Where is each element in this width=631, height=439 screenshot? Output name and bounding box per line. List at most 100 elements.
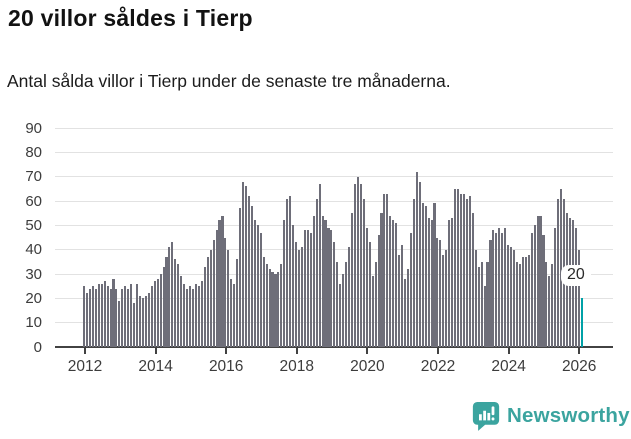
bar bbox=[247, 196, 250, 347]
bar bbox=[85, 293, 89, 347]
bar bbox=[557, 198, 560, 347]
bar bbox=[342, 274, 345, 347]
x-axis-tick bbox=[366, 348, 369, 354]
bar bbox=[297, 249, 301, 347]
bar bbox=[548, 276, 551, 347]
bar bbox=[330, 230, 333, 347]
x-axis-tick-label: 2020 bbox=[350, 358, 385, 375]
bar bbox=[448, 220, 451, 347]
gridline bbox=[55, 176, 613, 178]
x-axis-tick-label: 2024 bbox=[491, 358, 526, 375]
bar bbox=[209, 249, 212, 347]
y-axis-tick-label: 60 bbox=[25, 192, 42, 210]
bar-highlighted bbox=[580, 298, 583, 347]
bar bbox=[365, 227, 368, 347]
bar bbox=[409, 232, 412, 347]
bar bbox=[536, 215, 539, 347]
bar bbox=[180, 276, 183, 347]
bar bbox=[451, 218, 454, 347]
bar bbox=[127, 288, 130, 347]
bar bbox=[283, 220, 286, 347]
bar bbox=[489, 239, 492, 347]
bar bbox=[527, 254, 530, 347]
bar bbox=[244, 186, 248, 347]
gridline bbox=[55, 224, 613, 226]
bar bbox=[262, 256, 265, 347]
bar bbox=[353, 183, 357, 347]
bar bbox=[350, 213, 354, 347]
bar bbox=[88, 288, 91, 347]
bar bbox=[256, 225, 259, 347]
bar bbox=[412, 198, 415, 347]
bar bbox=[439, 239, 442, 347]
page-title: 20 villor såldes i Tierp bbox=[8, 5, 253, 31]
bar bbox=[203, 266, 206, 347]
x-axis-tick-label: 2016 bbox=[208, 358, 244, 375]
bar bbox=[339, 283, 342, 347]
bar bbox=[327, 227, 330, 347]
bar bbox=[191, 288, 195, 347]
bar bbox=[368, 242, 371, 347]
x-axis-tick-label: 2026 bbox=[561, 358, 597, 375]
bar bbox=[545, 261, 548, 347]
bar bbox=[574, 227, 577, 347]
x-axis-tick bbox=[225, 348, 228, 354]
bar bbox=[380, 213, 383, 347]
x-axis-tick-label: 2014 bbox=[138, 358, 173, 375]
bar bbox=[454, 188, 457, 347]
brand-name: Newsworthy bbox=[507, 404, 630, 427]
bar bbox=[507, 244, 510, 347]
bar bbox=[189, 286, 192, 347]
y-axis-tick-label: 40 bbox=[25, 241, 42, 259]
y-axis-tick-label: 70 bbox=[25, 168, 42, 186]
bar bbox=[554, 227, 557, 347]
bar bbox=[421, 203, 424, 347]
bar bbox=[504, 227, 507, 347]
bar bbox=[144, 295, 147, 347]
bar bbox=[321, 215, 324, 347]
bar bbox=[495, 232, 498, 347]
bar bbox=[194, 283, 197, 347]
bar bbox=[515, 261, 518, 347]
bar bbox=[383, 193, 386, 347]
y-axis-tick-label: 90 bbox=[25, 119, 42, 137]
bar bbox=[253, 220, 256, 347]
bar bbox=[153, 281, 156, 347]
bar bbox=[318, 183, 321, 347]
x-axis-tick bbox=[84, 348, 86, 354]
x-axis-tick bbox=[154, 348, 157, 354]
bar bbox=[442, 254, 445, 347]
x-axis-tick-label: 2018 bbox=[279, 358, 315, 375]
bar bbox=[530, 232, 533, 347]
bar bbox=[133, 303, 136, 347]
bar bbox=[221, 215, 224, 347]
x-axis-tick bbox=[507, 348, 510, 354]
bar bbox=[533, 225, 536, 347]
bar bbox=[306, 230, 309, 347]
bar bbox=[386, 193, 389, 347]
bar bbox=[271, 271, 274, 347]
bar bbox=[433, 203, 436, 347]
x-axis-line bbox=[55, 346, 613, 348]
x-axis-tick bbox=[295, 348, 298, 354]
bar bbox=[359, 183, 362, 347]
bar bbox=[109, 288, 112, 347]
bar bbox=[300, 247, 304, 347]
gridline bbox=[55, 200, 613, 202]
bar bbox=[471, 213, 474, 347]
bar bbox=[501, 232, 504, 347]
bar bbox=[292, 225, 295, 347]
bar bbox=[171, 242, 174, 347]
newsworthy-icon bbox=[472, 401, 500, 431]
bar bbox=[159, 274, 162, 347]
bar bbox=[551, 264, 554, 347]
bar bbox=[197, 286, 200, 347]
bar bbox=[200, 281, 203, 347]
bar bbox=[165, 256, 168, 347]
bar bbox=[268, 269, 271, 347]
gridline bbox=[55, 127, 613, 129]
bar bbox=[374, 261, 377, 347]
bar bbox=[115, 288, 118, 347]
bar bbox=[401, 244, 404, 347]
y-axis-tick-label: 10 bbox=[25, 314, 42, 332]
